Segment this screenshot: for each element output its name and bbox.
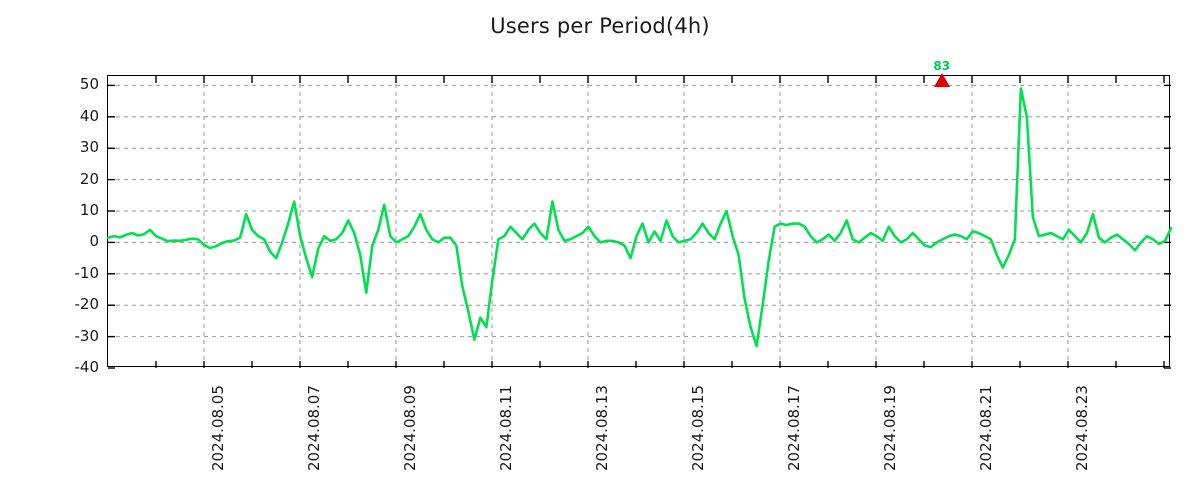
x-axis-tick-label: 2024.08.11	[497, 385, 515, 471]
peak-value-label: 83	[933, 58, 951, 73]
y-axis-tick-label: -30	[74, 326, 100, 345]
y-axis-tick-label: -20	[74, 295, 100, 314]
plot-area	[106, 75, 1173, 369]
x-axis-tick-label: 2024.08.17	[785, 385, 803, 471]
x-axis-tick-label: 2024.08.23	[1073, 385, 1091, 471]
x-axis-tick-label: 2024.08.21	[977, 385, 995, 471]
y-axis-tick-label: 50	[79, 75, 99, 94]
peak-marker-triangle-up-icon	[933, 72, 951, 88]
y-axis-tick-label: 30	[79, 138, 99, 157]
x-axis-tick-label: 2024.08.19	[881, 385, 899, 471]
x-axis-tick-label: 2024.08.09	[401, 385, 419, 471]
x-axis-tick-label: 2024.08.05	[209, 385, 227, 471]
y-axis-tick-label: -10	[74, 263, 100, 282]
x-axis-tick-label: 2024.08.13	[593, 385, 611, 471]
x-axis-tick-label: 2024.08.07	[305, 385, 323, 471]
grid-layer	[108, 76, 1171, 369]
chart-title: Users per Period(4h)	[490, 14, 710, 38]
series-layer	[106, 87, 1173, 348]
y-axis-tick-label: -40	[74, 358, 100, 376]
x-axis-tick-label: 2024.08.15	[689, 385, 707, 471]
y-axis-tick-label: 20	[79, 169, 99, 188]
y-axis-tick-label: 40	[79, 106, 99, 125]
y-axis-tick-label: 0	[89, 232, 99, 251]
y-axis-tick-label: 10	[79, 201, 99, 219]
